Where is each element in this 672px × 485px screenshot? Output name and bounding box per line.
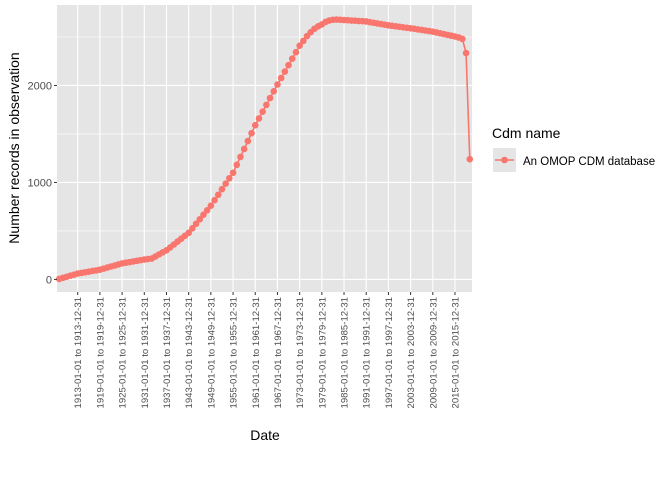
x-tick-label: 2003-01-01 to 2003-12-31: [406, 297, 417, 408]
data-point: [251, 121, 259, 129]
data-point: [244, 137, 252, 145]
data-point: [192, 220, 200, 228]
data-point: [229, 169, 237, 177]
data-point: [459, 35, 466, 43]
data-point: [218, 185, 226, 193]
y-tick-label: 2000: [28, 80, 52, 92]
x-tick-label: 1931-01-01 to 1931-12-31: [140, 297, 151, 408]
data-point: [200, 211, 207, 219]
y-axis: 0 1000 2000: [28, 80, 57, 286]
data-point: [240, 145, 248, 153]
data-point: [288, 55, 296, 62]
x-tick-label: 1937-01-01 to 1937-12-31: [162, 297, 173, 408]
data-point: [233, 161, 241, 169]
data-point: [274, 81, 281, 88]
x-tick-label: 1967-01-01 to 1967-12-31: [273, 297, 284, 408]
data-point: [185, 229, 192, 237]
y-tick-label: 0: [46, 274, 52, 286]
x-tick-label: 1943-01-01 to 1943-12-31: [184, 297, 195, 408]
legend-title: Cdm name: [492, 125, 561, 141]
x-tick-label: 1925-01-01 to 1925-12-31: [118, 297, 129, 408]
x-tick-label: 1985-01-01 to 1985-12-31: [340, 297, 351, 408]
data-point: [292, 48, 300, 56]
x-tick-label: 1949-01-01 to 1949-12-31: [206, 297, 217, 408]
data-point: [226, 174, 233, 182]
data-point: [207, 202, 215, 210]
data-point: [237, 153, 244, 161]
x-tick-label: 2015-01-01 to 2015-12-31: [450, 297, 461, 408]
data-point: [263, 101, 270, 109]
data-point: [203, 206, 211, 214]
data-point: [300, 37, 307, 45]
x-tick-label: 1973-01-01 to 1973-12-31: [295, 297, 306, 408]
x-axis-title: Date: [250, 427, 280, 443]
data-point: [189, 224, 196, 232]
data-point: [462, 49, 470, 57]
x-tick-label: 2009-01-01 to 2009-12-31: [428, 297, 439, 408]
data-point: [270, 87, 278, 95]
x-tick-label: 1919-01-01 to 1919-12-31: [95, 297, 106, 408]
data-point: [266, 94, 274, 102]
data-point: [196, 215, 204, 223]
data-point: [281, 68, 289, 75]
x-tick-label: 1997-01-01 to 1997-12-31: [384, 297, 395, 408]
data-point: [211, 196, 218, 204]
data-point: [466, 155, 474, 163]
x-tick-label: 1979-01-01 to 1979-12-31: [317, 297, 328, 408]
data-point: [222, 180, 229, 187]
y-tick-label: 1000: [28, 177, 52, 189]
x-tick-label: 1955-01-01 to 1955-12-31: [229, 297, 240, 408]
data-point: [255, 115, 263, 122]
data-point: [296, 42, 303, 50]
data-point: [214, 191, 222, 199]
plot-panel: [57, 5, 472, 292]
y-axis-title: Number records in observation: [6, 52, 22, 243]
data-point: [248, 129, 255, 137]
data-point: [277, 74, 285, 82]
legend: Cdm name An OMOP CDM database: [492, 125, 655, 172]
legend-label: An OMOP CDM database: [523, 156, 655, 168]
series-an-omop-cdm-database: [55, 16, 474, 283]
x-tick-label: 1991-01-01 to 1991-12-31: [362, 297, 373, 408]
x-axis: 1913-01-01 to 1913-12-31 1919-01-01 to 19…: [73, 292, 461, 408]
x-tick-label: 1961-01-01 to 1961-12-31: [251, 297, 262, 408]
data-point: [259, 108, 266, 115]
legend-key-point: [501, 156, 508, 164]
gridlines: [57, 5, 472, 292]
x-tick-label: 1913-01-01 to 1913-12-31: [73, 297, 84, 408]
data-point: [285, 61, 292, 69]
